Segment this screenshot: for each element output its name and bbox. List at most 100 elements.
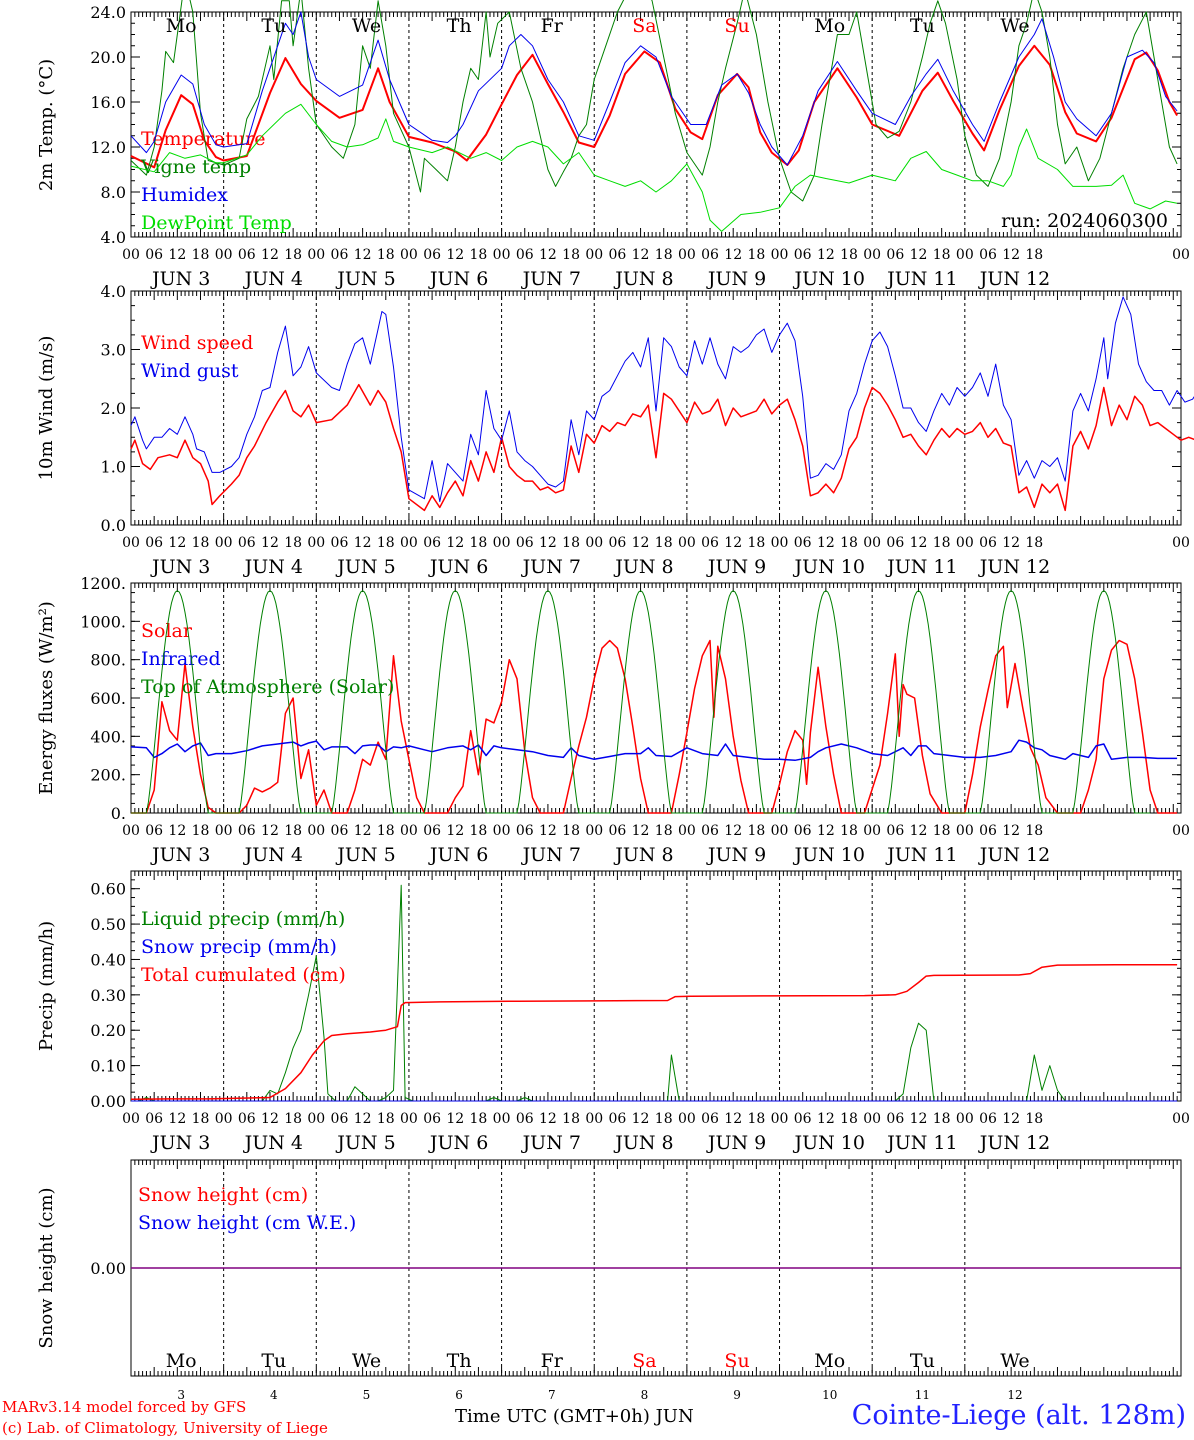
date-label: JUN 6 (428, 844, 488, 866)
hour-label: 06 (331, 535, 349, 551)
hour-label: 12 (354, 247, 372, 263)
day-of-week-label: Fr (541, 1350, 564, 1372)
y-tick-label: 1000. (80, 612, 126, 631)
legend-entry: Snow height (cm W.E.) (138, 1212, 356, 1234)
hour-label: 06 (423, 247, 441, 263)
hour-label: 18 (933, 247, 951, 263)
hour-label: 18 (377, 535, 395, 551)
hour-label: 00 (956, 247, 974, 263)
hour-label: 00 (493, 247, 511, 263)
hour-label: 18 (192, 1111, 210, 1127)
hour-label: 18 (192, 535, 210, 551)
day-of-week-label: Mo (814, 15, 845, 37)
hour-label: 00 (1172, 247, 1190, 263)
hour-label: 18 (377, 823, 395, 839)
hour-label: 00 (678, 535, 696, 551)
hour-label: 00 (122, 1111, 140, 1127)
hour-label: 18 (562, 247, 580, 263)
hour-label: 00 (771, 535, 789, 551)
hour-label: 18 (655, 535, 673, 551)
date-label: JUN 7 (521, 556, 581, 578)
date-label: JUN 10 (792, 556, 864, 578)
day-of-week-label: Mo (166, 1350, 197, 1372)
hour-label: 06 (979, 1111, 997, 1127)
legend-entry: Wind speed (141, 332, 253, 354)
hour-label: 06 (331, 1111, 349, 1127)
hour-label: 12 (261, 1111, 279, 1127)
day-of-week-label: Fr (541, 15, 564, 37)
date-label: JUN 10 (792, 268, 864, 290)
hour-label: 06 (331, 247, 349, 263)
hour-label: 06 (608, 247, 626, 263)
hour-label: 06 (516, 247, 534, 263)
hour-label: 18 (377, 1111, 395, 1127)
date-label: JUN 5 (335, 1132, 395, 1154)
day-number-label: 5 (363, 1388, 371, 1402)
hour-label: 00 (493, 823, 511, 839)
y-tick-label: 600. (90, 689, 126, 708)
y-axis-title: Precip (mm/h) (36, 921, 57, 1051)
y-tick-label: 400. (90, 727, 126, 746)
date-label: JUN 3 (150, 844, 210, 866)
day-of-week-label: Tu (910, 15, 935, 37)
run-label: run: 2024060300 (1001, 210, 1168, 232)
date-label: JUN 5 (335, 844, 395, 866)
hour-label: 06 (794, 535, 812, 551)
legend-entry: Liquid precip (mm/h) (141, 908, 345, 930)
legend-entry: Wind gust (141, 360, 239, 382)
hour-label: 00 (400, 247, 418, 263)
hour-label: 12 (817, 247, 835, 263)
hour-label: 12 (539, 247, 557, 263)
hour-label: 00 (585, 535, 603, 551)
hour-label: 06 (979, 535, 997, 551)
hour-label: 12 (1002, 535, 1020, 551)
hour-label: 00 (771, 823, 789, 839)
date-label: JUN 8 (613, 556, 673, 578)
day-of-week-label: Tu (910, 1350, 935, 1372)
hour-label: 06 (701, 823, 719, 839)
hour-label: 00 (307, 247, 325, 263)
hour-label: 06 (423, 535, 441, 551)
series-infrared (130, 739, 1178, 762)
y-tick-label: 0.40 (90, 950, 126, 969)
day-number-label: 7 (548, 1388, 556, 1402)
date-label: JUN 6 (428, 1132, 488, 1154)
hour-label: 00 (863, 535, 881, 551)
y-tick-label: 0.00 (90, 1092, 126, 1111)
hour-label: 18 (1025, 535, 1043, 551)
y-tick-label: 1.0 (101, 458, 126, 477)
hour-label: 06 (516, 1111, 534, 1127)
hour-label: 00 (307, 535, 325, 551)
hour-label: 06 (794, 1111, 812, 1127)
y-tick-label: 0.20 (90, 1021, 126, 1040)
hour-label: 12 (910, 823, 928, 839)
hour-label: 12 (354, 535, 372, 551)
y-tick-label: 0.00 (90, 1259, 126, 1278)
hour-label: 06 (886, 823, 904, 839)
hour-label: 00 (956, 535, 974, 551)
hour-label: 12 (724, 1111, 742, 1127)
hour-label: 18 (1025, 1111, 1043, 1127)
date-label: JUN 12 (978, 556, 1050, 578)
hour-label: 12 (724, 535, 742, 551)
hour-label: 00 (493, 535, 511, 551)
model-credit: MARv3.14 model forced by GFS (2, 1398, 247, 1416)
hour-label: 06 (701, 535, 719, 551)
series-solar (131, 639, 1178, 814)
hour-label: 18 (192, 823, 210, 839)
hour-label: 18 (470, 1111, 488, 1127)
hour-label: 12 (446, 247, 464, 263)
hour-label: 12 (261, 247, 279, 263)
hour-label: 06 (238, 535, 256, 551)
hour-label: 00 (215, 1111, 233, 1127)
series-wind-gust (130, 296, 1194, 503)
y-tick-label: 4.0 (101, 282, 126, 301)
hour-label: 00 (1172, 823, 1190, 839)
series-total-cumulated-cm (130, 964, 1178, 1100)
hour-label: 00 (215, 535, 233, 551)
hour-label: 06 (238, 823, 256, 839)
hour-label: 12 (168, 823, 186, 839)
date-label: JUN 7 (521, 1132, 581, 1154)
hour-label: 00 (1172, 535, 1190, 551)
legend-entry: Humidex (141, 184, 228, 206)
